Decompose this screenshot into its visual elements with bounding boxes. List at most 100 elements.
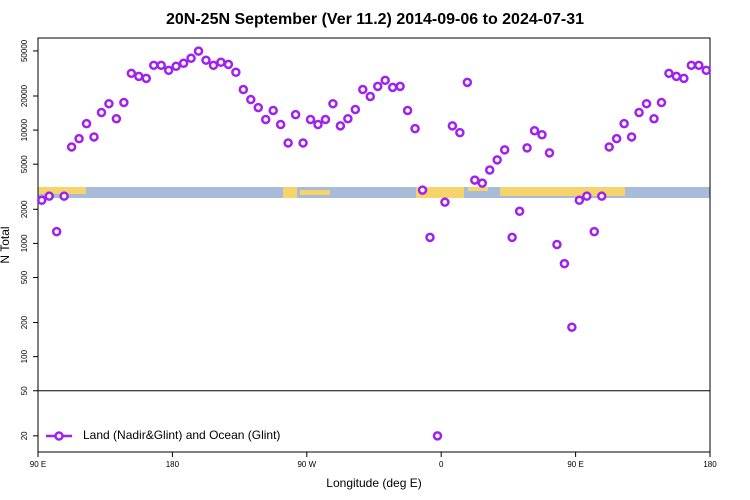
data-point: [365, 91, 376, 102]
data-point: [186, 53, 196, 63]
data-point: [171, 61, 181, 72]
data-point: [298, 138, 308, 148]
data-point: [36, 195, 47, 206]
x-tick-label: 180: [703, 460, 717, 469]
data-point: [275, 119, 286, 130]
data-point: [208, 60, 219, 71]
data-point: [253, 102, 264, 113]
data-point: [148, 60, 159, 71]
data-point: [96, 107, 107, 118]
y-tick-label: 200: [20, 315, 29, 329]
data-point: [372, 81, 383, 92]
data-point: [223, 59, 234, 70]
data-point: [649, 113, 659, 124]
x-tick-label: 180: [166, 460, 180, 469]
x-tick-label: 0: [439, 460, 444, 469]
data-point: [611, 133, 622, 144]
data-point: [126, 68, 137, 79]
data-point: [417, 185, 428, 195]
data-point: [656, 97, 667, 108]
data-point: [574, 195, 585, 206]
data-point: [522, 143, 532, 153]
data-point: [626, 132, 637, 142]
y-tick-label: 5000: [20, 155, 29, 173]
data-point: [104, 98, 114, 109]
data-point: [402, 105, 413, 116]
data-point: [582, 191, 592, 201]
data-point: [671, 71, 682, 82]
data-point: [201, 55, 211, 65]
data-point: [484, 165, 495, 175]
data-point: [193, 46, 204, 56]
y-tick-label: 20: [20, 431, 29, 440]
data-point: [156, 60, 166, 71]
data-point: [163, 65, 174, 76]
data-point: [313, 119, 323, 130]
data-point: [499, 145, 510, 155]
data-point: [260, 114, 271, 125]
y-tick-label: 50000: [20, 39, 29, 62]
data-point: [246, 94, 256, 105]
data-point: [216, 57, 226, 68]
data-point: [320, 114, 331, 125]
data-point: [432, 431, 443, 441]
y-tick-label: 100: [20, 349, 29, 363]
data-point: [119, 97, 129, 108]
data-point: [619, 118, 629, 129]
data-point: [59, 191, 69, 201]
data-point: [231, 67, 241, 78]
data-point: [328, 98, 338, 109]
data-point: [559, 258, 570, 269]
x-axis-label: Longitude (deg E): [326, 476, 421, 490]
data-point: [447, 121, 458, 131]
data-point: [462, 77, 473, 88]
data-point: [111, 113, 122, 124]
data-point: [141, 73, 152, 84]
data-point: [387, 82, 398, 93]
data-point: [529, 125, 540, 136]
data-point: [567, 322, 577, 332]
data-point: [694, 60, 704, 71]
data-point: [679, 73, 689, 84]
data-point: [544, 148, 555, 158]
y-axis-label: N Total: [0, 226, 12, 263]
data-point: [507, 232, 517, 243]
data-point: [358, 84, 368, 95]
y-tick-label: 10000: [20, 118, 29, 141]
data-point: [380, 75, 390, 86]
data-point: [89, 132, 99, 142]
data-point: [290, 109, 301, 120]
data-point: [477, 178, 488, 188]
data-point: [44, 191, 54, 201]
data-point: [589, 226, 600, 237]
data-point: [51, 226, 62, 237]
data-point: [283, 138, 293, 148]
data-point: [305, 114, 316, 125]
y-tick-label: 50: [20, 386, 29, 395]
y-tick-label: 20000: [20, 84, 29, 107]
data-point: [664, 68, 674, 79]
data-point: [134, 71, 144, 82]
data-point: [395, 81, 405, 92]
legend-marker: [54, 431, 64, 441]
data-point: [410, 123, 420, 134]
data-point: [470, 175, 480, 185]
x-tick-label: 90 W: [297, 460, 316, 469]
legend-label: Land (Nadir&Glint) and Ocean (Glint): [83, 428, 280, 442]
data-point: [440, 197, 450, 207]
data-point: [268, 105, 278, 116]
data-point: [514, 206, 525, 217]
data-point: [537, 129, 547, 140]
data-point: [343, 113, 353, 124]
data-point: [425, 232, 435, 243]
y-tick-label: 2000: [20, 200, 29, 218]
x-tick-label: 90 E: [30, 460, 46, 469]
data-point: [178, 58, 189, 69]
data-point: [641, 98, 652, 109]
data-point: [552, 239, 562, 250]
x-tick-label: 90 E: [567, 460, 583, 469]
data-point: [686, 60, 697, 71]
data-point: [74, 133, 84, 144]
data-point: [350, 104, 361, 115]
